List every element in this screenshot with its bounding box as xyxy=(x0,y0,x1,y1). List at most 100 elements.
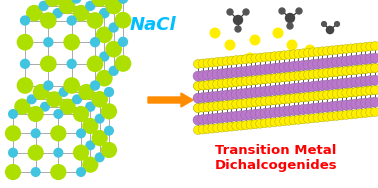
Circle shape xyxy=(265,64,275,74)
Circle shape xyxy=(351,99,361,109)
Circle shape xyxy=(285,14,294,23)
Circle shape xyxy=(198,71,208,81)
Circle shape xyxy=(366,42,375,51)
Circle shape xyxy=(208,58,217,67)
Circle shape xyxy=(356,65,365,74)
Circle shape xyxy=(356,77,366,86)
Circle shape xyxy=(370,53,378,63)
Circle shape xyxy=(275,73,284,82)
Circle shape xyxy=(280,73,289,82)
Circle shape xyxy=(270,96,279,105)
Circle shape xyxy=(217,113,227,123)
Circle shape xyxy=(246,76,255,85)
Circle shape xyxy=(275,117,284,126)
Circle shape xyxy=(323,90,332,99)
Circle shape xyxy=(94,152,105,162)
Circle shape xyxy=(101,103,117,119)
Circle shape xyxy=(308,70,317,79)
Circle shape xyxy=(370,64,378,73)
Circle shape xyxy=(284,72,293,81)
Circle shape xyxy=(284,94,293,103)
Circle shape xyxy=(198,103,207,112)
Circle shape xyxy=(105,0,122,14)
Circle shape xyxy=(274,107,284,117)
Circle shape xyxy=(332,67,341,76)
Circle shape xyxy=(217,101,226,110)
Circle shape xyxy=(365,54,375,64)
Circle shape xyxy=(255,109,265,119)
Circle shape xyxy=(352,43,360,52)
Circle shape xyxy=(323,68,332,77)
Circle shape xyxy=(64,77,80,94)
Circle shape xyxy=(255,87,265,97)
Circle shape xyxy=(336,79,347,89)
Circle shape xyxy=(332,111,341,120)
Circle shape xyxy=(104,87,114,97)
Circle shape xyxy=(265,74,274,83)
Circle shape xyxy=(203,70,212,80)
Circle shape xyxy=(246,98,255,107)
Circle shape xyxy=(366,86,375,95)
Circle shape xyxy=(222,79,231,88)
Circle shape xyxy=(279,62,289,72)
Circle shape xyxy=(318,113,327,122)
Circle shape xyxy=(294,71,303,80)
Circle shape xyxy=(246,110,256,120)
Circle shape xyxy=(265,52,274,61)
Circle shape xyxy=(241,55,250,64)
Circle shape xyxy=(298,104,308,114)
Circle shape xyxy=(231,89,241,99)
Circle shape xyxy=(260,119,270,128)
Circle shape xyxy=(208,92,217,102)
Circle shape xyxy=(347,88,356,97)
Text: NaCl: NaCl xyxy=(130,16,177,34)
Circle shape xyxy=(91,91,108,107)
Circle shape xyxy=(40,12,57,29)
Circle shape xyxy=(275,51,284,60)
Circle shape xyxy=(327,68,336,77)
Circle shape xyxy=(71,0,82,4)
Circle shape xyxy=(361,76,370,86)
Circle shape xyxy=(194,82,203,90)
Circle shape xyxy=(256,119,265,128)
Circle shape xyxy=(356,99,366,108)
Circle shape xyxy=(313,69,322,78)
Circle shape xyxy=(104,87,114,97)
Circle shape xyxy=(241,121,250,130)
Circle shape xyxy=(318,58,327,68)
Circle shape xyxy=(198,103,207,112)
Circle shape xyxy=(341,56,351,66)
Circle shape xyxy=(232,78,241,87)
Circle shape xyxy=(236,89,246,99)
Circle shape xyxy=(203,80,212,89)
Circle shape xyxy=(28,106,44,122)
Circle shape xyxy=(289,105,299,115)
Circle shape xyxy=(94,114,105,124)
Circle shape xyxy=(313,69,322,78)
Circle shape xyxy=(260,53,270,62)
Circle shape xyxy=(99,8,110,18)
Circle shape xyxy=(342,88,351,97)
Circle shape xyxy=(234,15,243,24)
Circle shape xyxy=(370,108,378,117)
Circle shape xyxy=(108,22,119,33)
Circle shape xyxy=(208,102,217,111)
Circle shape xyxy=(194,104,203,112)
Circle shape xyxy=(366,108,375,117)
Circle shape xyxy=(256,97,265,106)
Circle shape xyxy=(318,102,327,112)
Circle shape xyxy=(327,90,336,99)
Circle shape xyxy=(241,99,250,108)
FancyArrow shape xyxy=(148,93,193,107)
Circle shape xyxy=(265,74,274,83)
Circle shape xyxy=(227,78,236,87)
Circle shape xyxy=(308,70,317,79)
Circle shape xyxy=(299,93,308,102)
Circle shape xyxy=(59,87,69,97)
Circle shape xyxy=(313,59,322,69)
Circle shape xyxy=(237,55,246,64)
Circle shape xyxy=(289,116,298,125)
Circle shape xyxy=(203,114,212,124)
Circle shape xyxy=(237,77,246,86)
Circle shape xyxy=(327,46,336,55)
